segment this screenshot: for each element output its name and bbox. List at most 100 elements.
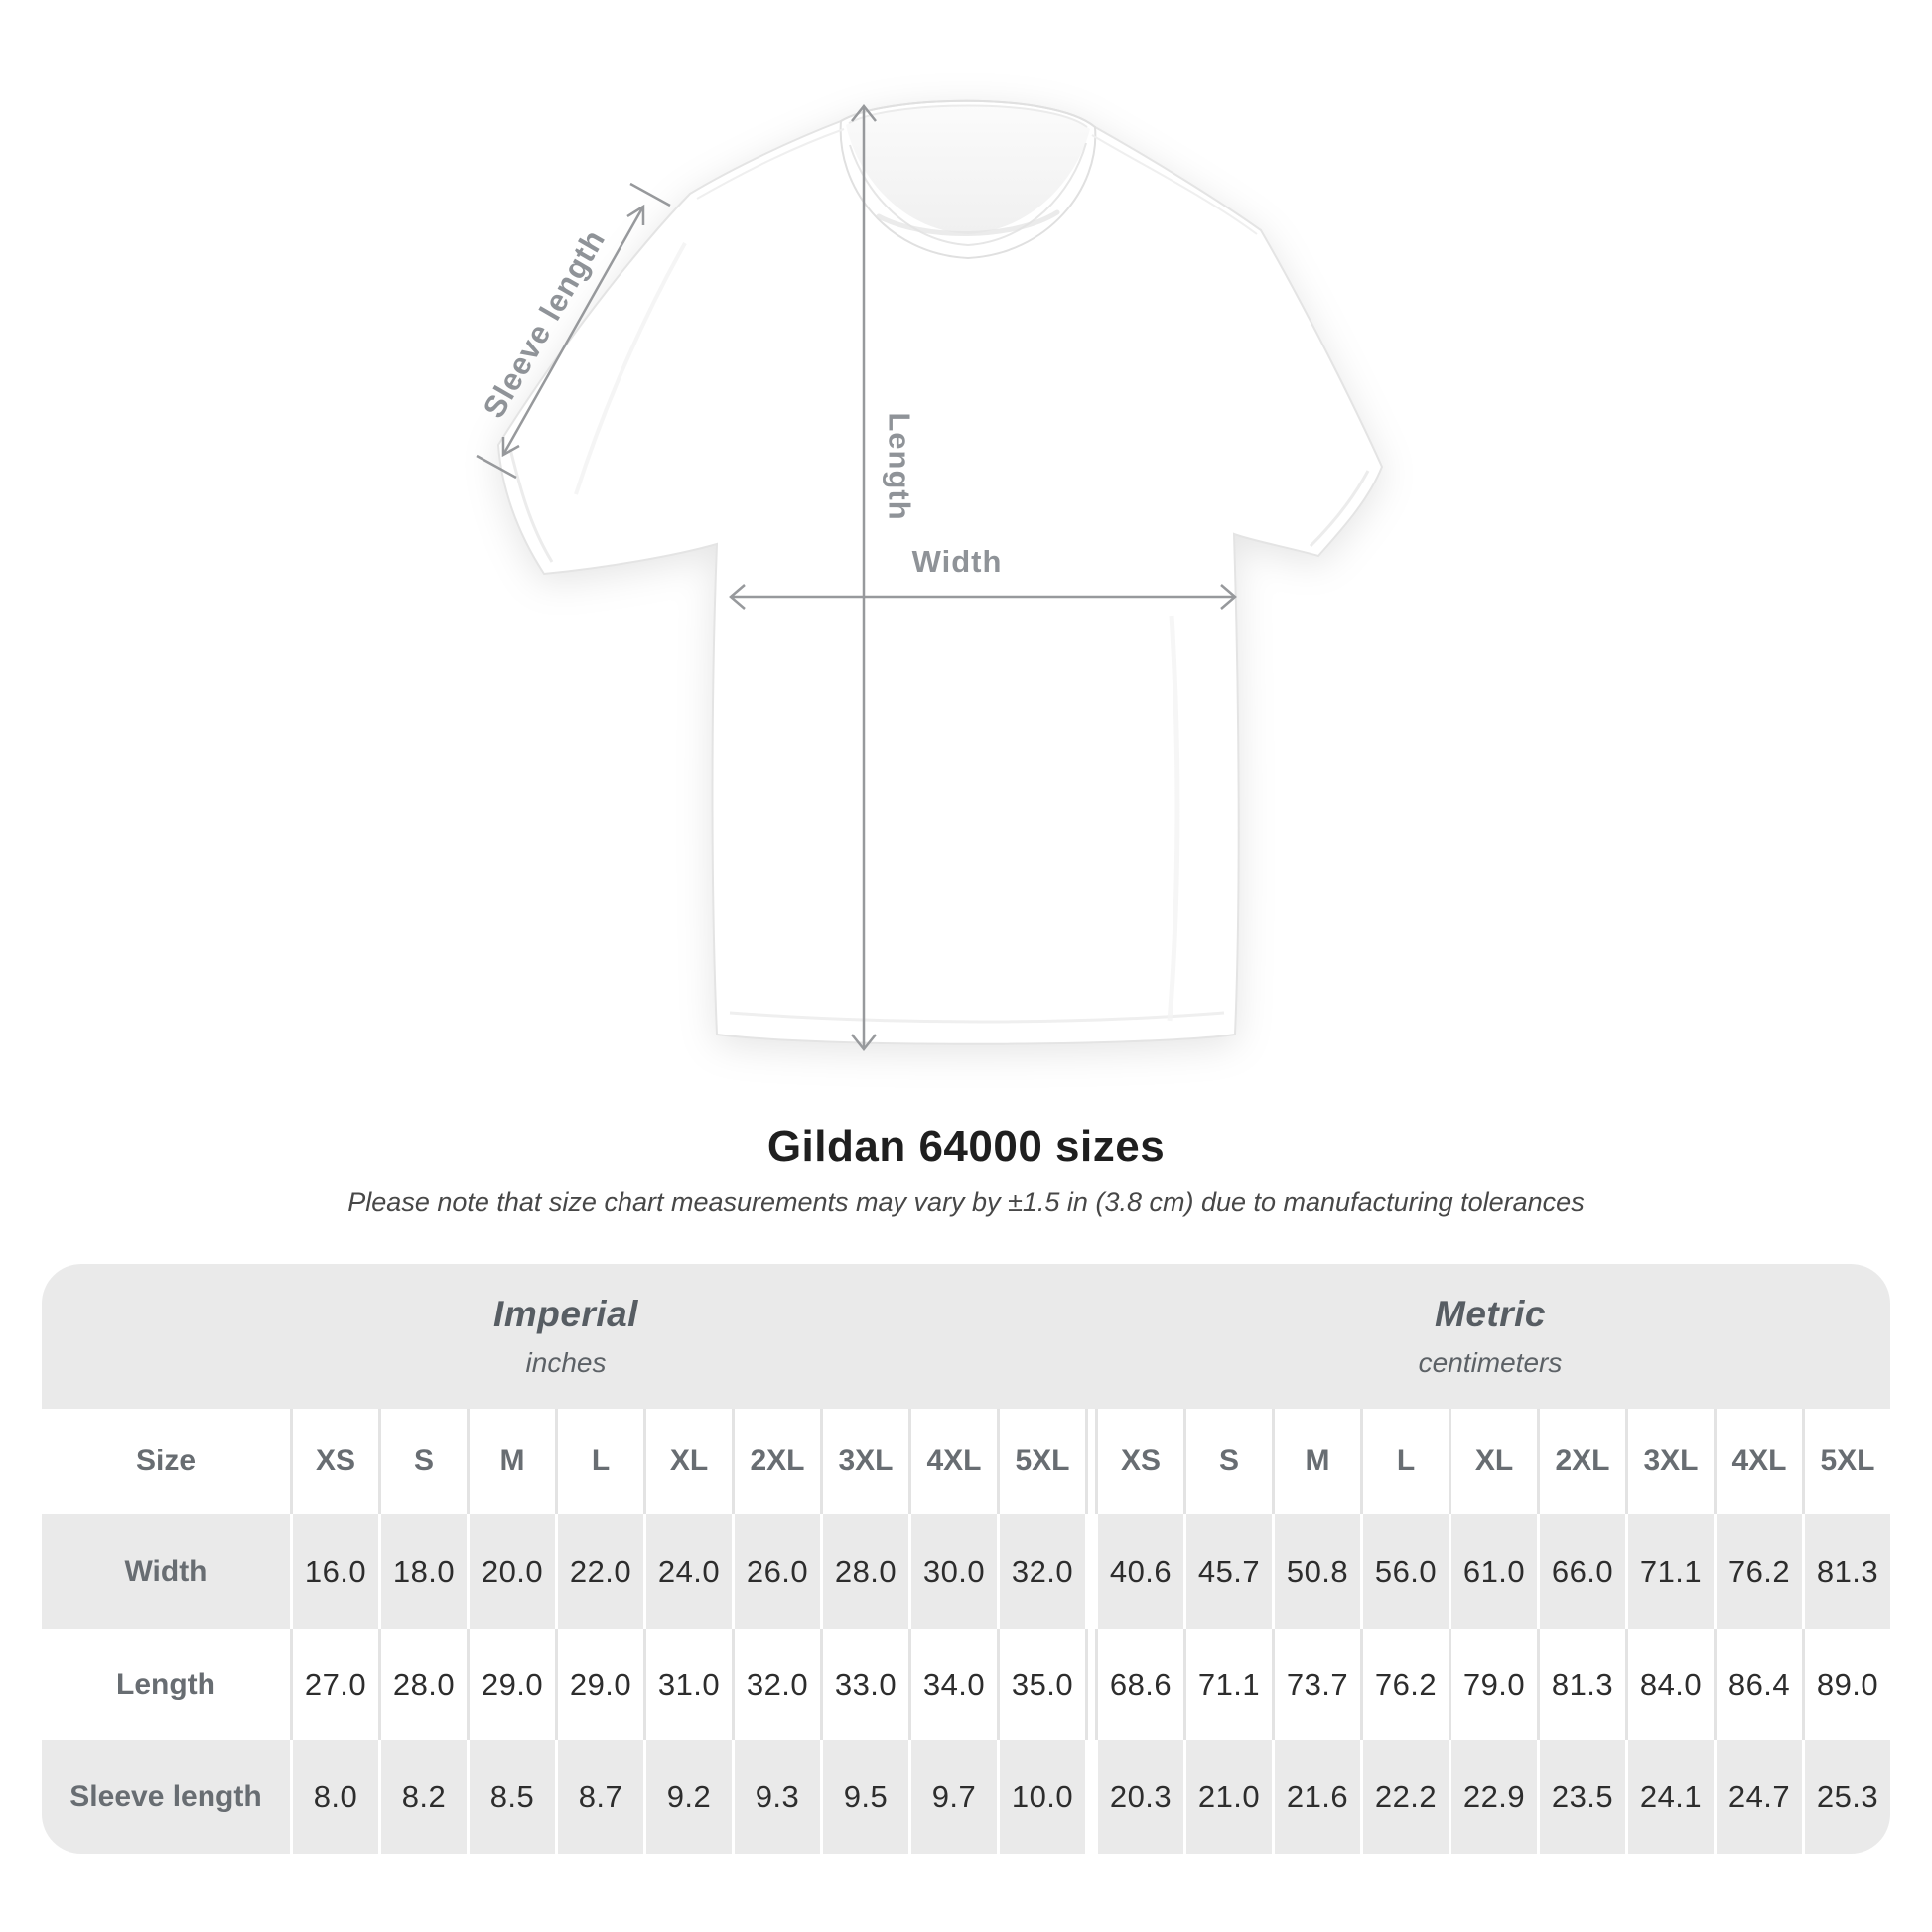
group-divider — [1085, 1409, 1095, 1514]
table-cell: 21.0 — [1183, 1740, 1272, 1854]
size-header-metric-xl: XL — [1449, 1409, 1537, 1514]
table-cell: 84.0 — [1625, 1629, 1714, 1740]
sleeve-arrowhead-bottom-icon — [501, 437, 520, 458]
group-divider — [1085, 1514, 1095, 1629]
table-cell: 25.3 — [1802, 1740, 1890, 1854]
size-header-imperial-m: M — [467, 1409, 555, 1514]
table-cell: 81.3 — [1802, 1514, 1890, 1629]
table-cell: 86.4 — [1714, 1629, 1802, 1740]
metric-group-header: Metric centimeters — [1090, 1264, 1890, 1409]
size-header-row: Size XS S M L XL 2XL 3XL 4XL 5XL XS S M … — [42, 1409, 1890, 1514]
table-cell: 20.3 — [1095, 1740, 1183, 1854]
group-divider — [1085, 1740, 1095, 1854]
table-cell: 29.0 — [555, 1629, 643, 1740]
table-cell: 73.7 — [1272, 1629, 1360, 1740]
table-cell: 35.0 — [997, 1629, 1085, 1740]
size-header-imperial-s: S — [378, 1409, 467, 1514]
table-cell: 45.7 — [1183, 1514, 1272, 1629]
table-cell: 30.0 — [908, 1514, 997, 1629]
width-row: Width 16.0 18.0 20.0 22.0 24.0 26.0 28.0… — [42, 1514, 1890, 1629]
table-cell: 8.5 — [467, 1740, 555, 1854]
table-cell: 28.0 — [820, 1514, 908, 1629]
table-cell: 56.0 — [1360, 1514, 1449, 1629]
table-cell: 31.0 — [643, 1629, 732, 1740]
size-header-metric-4xl: 4XL — [1714, 1409, 1802, 1514]
table-cell: 66.0 — [1537, 1514, 1625, 1629]
size-header-metric-xs: XS — [1095, 1409, 1183, 1514]
page-title: Gildan 64000 sizes — [766, 1122, 1166, 1171]
size-header-metric-2xl: 2XL — [1537, 1409, 1625, 1514]
table-cell: 22.9 — [1449, 1740, 1537, 1854]
table-cell: 18.0 — [378, 1514, 467, 1629]
row-label: Length — [42, 1629, 290, 1740]
table-cell: 22.0 — [555, 1514, 643, 1629]
table-cell: 71.1 — [1625, 1514, 1714, 1629]
unit-group-header: Imperial inches Metric centimeters — [42, 1264, 1890, 1409]
sleeve-dimension-line — [501, 206, 645, 456]
metric-group-unit: centimeters — [1418, 1347, 1563, 1378]
row-label: Width — [42, 1514, 290, 1629]
table-cell: 76.2 — [1714, 1514, 1802, 1629]
table-cell: 26.0 — [732, 1514, 820, 1629]
size-header-imperial-xs: XS — [290, 1409, 378, 1514]
size-header-metric-s: S — [1183, 1409, 1272, 1514]
sleeve-arrowhead-top-icon — [626, 204, 645, 225]
length-row: Length 27.0 28.0 29.0 29.0 31.0 32.0 33.… — [42, 1629, 1890, 1740]
table-cell: 10.0 — [997, 1740, 1085, 1854]
table-cell: 89.0 — [1802, 1629, 1890, 1740]
size-header-imperial-5xl: 5XL — [997, 1409, 1085, 1514]
sleeve-tick-bottom-icon — [476, 454, 517, 480]
width-arrowhead-right-icon — [1220, 584, 1237, 610]
table-cell: 9.7 — [908, 1740, 997, 1854]
shirt-measurement-diagram: Length Width Sleeve length — [476, 99, 1384, 1052]
length-label: Length — [883, 412, 917, 520]
table-cell: 9.5 — [820, 1740, 908, 1854]
stitch-details — [508, 128, 1370, 1024]
length-dimension: Length — [851, 103, 917, 1052]
table-cell: 32.0 — [732, 1629, 820, 1740]
metric-group-title: Metric — [1435, 1294, 1546, 1334]
table-cell: 68.6 — [1095, 1629, 1183, 1740]
table-cell: 22.2 — [1360, 1740, 1449, 1854]
table-cell: 16.0 — [290, 1514, 378, 1629]
table-cell: 28.0 — [378, 1629, 467, 1740]
size-header-imperial-2xl: 2XL — [732, 1409, 820, 1514]
table-cell: 20.0 — [467, 1514, 555, 1629]
table-cell: 9.3 — [732, 1740, 820, 1854]
size-header-metric-l: L — [1360, 1409, 1449, 1514]
table-cell: 8.2 — [378, 1740, 467, 1854]
table-cell: 71.1 — [1183, 1629, 1272, 1740]
size-header-imperial-l: L — [555, 1409, 643, 1514]
table-cell: 8.7 — [555, 1740, 643, 1854]
table-cell: 76.2 — [1360, 1629, 1449, 1740]
size-table: Imperial inches Metric centimeters Size … — [42, 1264, 1890, 1854]
width-arrowhead-left-icon — [729, 584, 746, 610]
table-cell: 8.0 — [290, 1740, 378, 1854]
size-header-metric-m: M — [1272, 1409, 1360, 1514]
table-cell: 29.0 — [467, 1629, 555, 1740]
tshirt-silhouette — [496, 99, 1384, 1045]
sleeve-tick-top-icon — [629, 182, 671, 207]
length-arrowhead-top-icon — [851, 103, 877, 122]
imperial-group-header: Imperial inches — [42, 1264, 1090, 1409]
collar — [839, 99, 1097, 260]
length-arrowhead-bottom-icon — [851, 1034, 877, 1052]
size-header-imperial-3xl: 3XL — [820, 1409, 908, 1514]
group-divider — [1085, 1629, 1095, 1740]
imperial-group-title: Imperial — [493, 1294, 638, 1334]
table-cell: 21.6 — [1272, 1740, 1360, 1854]
table-cell: 9.2 — [643, 1740, 732, 1854]
table-cell: 24.1 — [1625, 1740, 1714, 1854]
table-cell: 40.6 — [1095, 1514, 1183, 1629]
table-cell: 79.0 — [1449, 1629, 1537, 1740]
table-cell: 33.0 — [820, 1629, 908, 1740]
size-column-header: Size — [42, 1409, 290, 1514]
size-header-imperial-xl: XL — [643, 1409, 732, 1514]
heading-block: Gildan 64000 sizes Please note that size… — [0, 1122, 1932, 1218]
width-dimension: Width — [729, 544, 1237, 610]
table-cell: 23.5 — [1537, 1740, 1625, 1854]
table-cell: 81.3 — [1537, 1629, 1625, 1740]
row-label: Sleeve length — [42, 1740, 290, 1854]
tshirt-graphic: Length Width Sleeve length — [476, 99, 1384, 1052]
